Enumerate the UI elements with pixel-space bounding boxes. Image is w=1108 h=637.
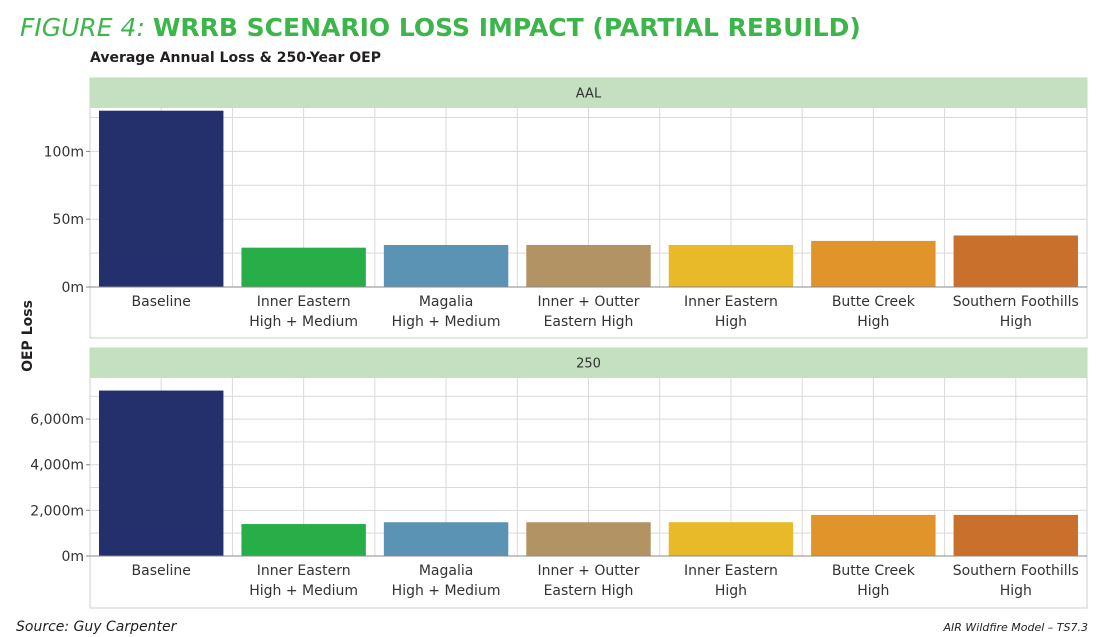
panel-0-x-label: Inner + Outter: [537, 294, 639, 310]
panel-0-x-label: Eastern High: [544, 314, 634, 330]
panel-0-x-label: Baseline: [132, 294, 191, 310]
figure-title: FIGURE 4: WRRB SCENARIO LOSS IMPACT (PAR…: [20, 12, 861, 44]
panel-1-x-label: Baseline: [132, 563, 191, 579]
panel-0-x-label: Southern Foothills: [953, 294, 1079, 310]
panel-1-x-label: Inner Eastern: [257, 563, 351, 579]
panel-1-x-label: High + Medium: [249, 583, 358, 599]
panel-1-ytick-label: 4,000m: [30, 458, 84, 474]
panel-0-x-label: Butte Creek: [832, 294, 916, 310]
panel-0-x-label: Magalia: [419, 294, 473, 310]
panel-0-bar: [811, 240, 936, 287]
panel-1-x-label: High + Medium: [392, 583, 501, 599]
panel-0-bar: [953, 235, 1078, 287]
panel-1-header-label: 250: [576, 357, 601, 372]
panel-1-bar: [811, 514, 936, 556]
panel-1-bar: [99, 390, 224, 556]
panel-0-x-label: Inner Eastern: [257, 294, 351, 310]
panel-1-bar: [953, 514, 1078, 556]
chart-subtitle: Average Annual Loss & 250-Year OEP: [90, 50, 381, 66]
panel-1-bar: [241, 524, 366, 556]
panel-1-x-label: Butte Creek: [832, 563, 916, 579]
panel-0-ytick-label: 0m: [61, 280, 84, 296]
panel-1-x-label: Magalia: [419, 563, 473, 579]
panel-0-bar: [99, 110, 224, 287]
panel-0-ytick-label: 50m: [53, 212, 84, 228]
panel-0-x-label: High + Medium: [249, 314, 358, 330]
panel-1-ytick-label: 6,000m: [30, 412, 84, 428]
panel-1-x-label: High: [857, 583, 889, 599]
panel-1-x-label: Inner + Outter: [537, 563, 639, 579]
panel-0-ytick-label: 100m: [44, 144, 84, 160]
panel-0-bar: [526, 244, 651, 287]
panel-1-ytick-label: 0m: [61, 549, 84, 565]
figure-title-prefix: FIGURE 4:: [20, 13, 145, 42]
panel-0-x-label: Inner Eastern: [684, 294, 778, 310]
panel-1-ytick-label: 2,000m: [30, 503, 84, 519]
panel-0-bar: [668, 244, 794, 287]
panel-0-x-label: High: [715, 314, 747, 330]
panel-0-x-label: High: [857, 314, 889, 330]
footer-note: AIR Wildfire Model – TS7.3: [943, 621, 1089, 634]
panel-0-x-label: High + Medium: [392, 314, 501, 330]
panel-1-x-label: Inner Eastern: [684, 563, 778, 579]
panel-1-header: [90, 348, 1087, 378]
panel-0-bar: [241, 247, 366, 287]
panel-1-bar: [526, 522, 651, 556]
panel-1-x-label: Eastern High: [544, 583, 634, 599]
panel-0-x-label: High: [1000, 314, 1032, 330]
panel-1-x-label: High: [715, 583, 747, 599]
panel-1-x-label: Southern Foothills: [953, 563, 1079, 579]
panel-0-bar: [383, 244, 509, 287]
panel-0-header-label: AAL: [576, 87, 602, 102]
panel-1-x-label: High: [1000, 583, 1032, 599]
figure-title-main: WRRB SCENARIO LOSS IMPACT (PARTIAL REBUI…: [152, 13, 861, 42]
source-note: Source: Guy Carpenter: [16, 619, 177, 635]
panel-1-bar: [383, 522, 509, 556]
panel-0-header: [90, 78, 1087, 108]
panel-1-bar: [668, 522, 794, 556]
